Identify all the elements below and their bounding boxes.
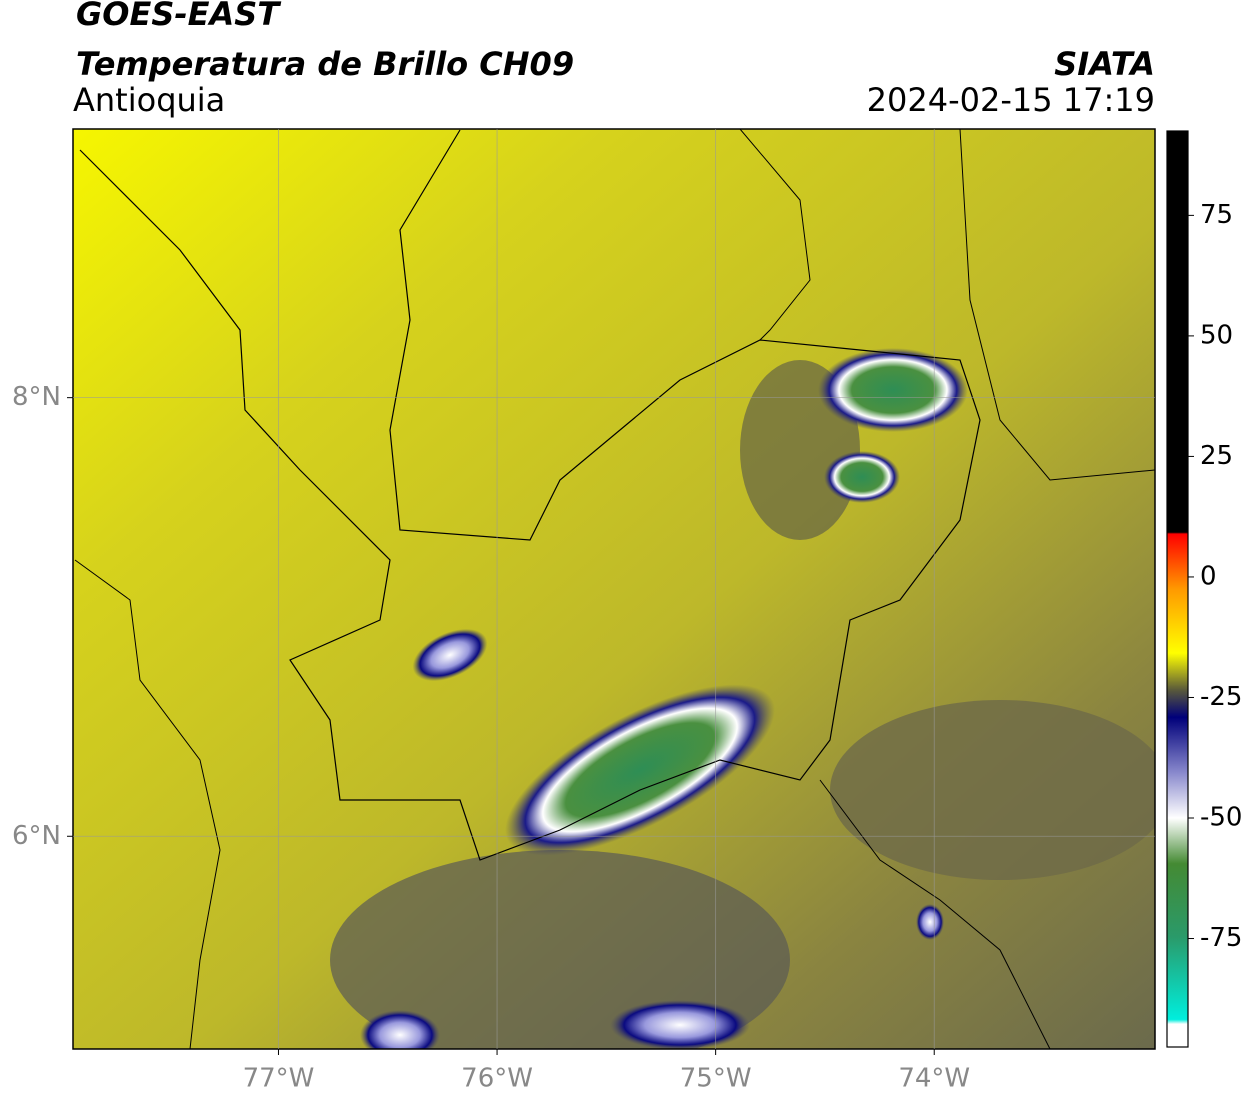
colorbar-tick-label: -75 [1200, 923, 1242, 953]
datetime: 2024-02-15 17:19 [867, 81, 1155, 119]
source: SIATA [1054, 45, 1155, 83]
subtitle: Temperatura de Brillo CH09 [76, 45, 574, 83]
colorbar-tick-label: 25 [1200, 441, 1233, 471]
x-tick-label: 77°W [243, 1064, 315, 1094]
map-frame [72, 128, 1156, 1050]
y-tick-label: 8°N [12, 382, 61, 412]
region: Antioquia [73, 81, 225, 119]
map-field [73, 129, 1155, 1049]
x-tick-label: 76°W [461, 1064, 533, 1094]
x-tick-label: 75°W [680, 1064, 752, 1094]
colorbar-tick-label: 0 [1200, 561, 1217, 591]
colorbar-tick-label: -50 [1200, 803, 1242, 833]
y-tick-label: 6°N [12, 821, 61, 851]
title: GOES-EAST [76, 0, 281, 33]
colorbar [1166, 130, 1189, 1048]
colorbar-tick-label: 50 [1200, 320, 1233, 350]
colorbar-tick-label: -25 [1200, 682, 1242, 712]
colorbar-tick-label: 75 [1200, 200, 1233, 230]
x-tick-label: 74°W [898, 1064, 970, 1094]
